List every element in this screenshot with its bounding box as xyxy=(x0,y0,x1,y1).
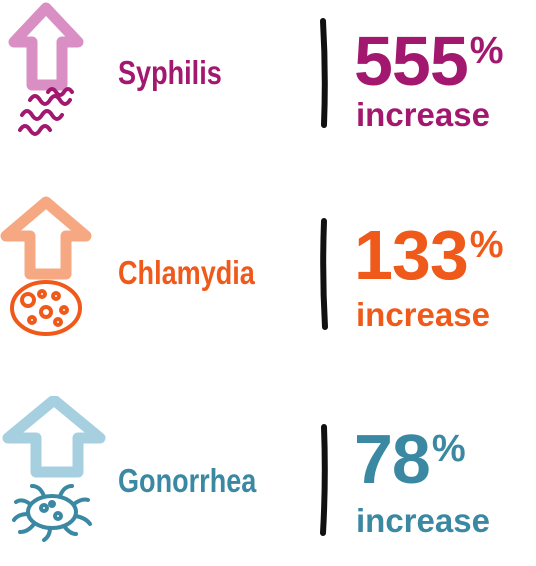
increase-label: increase xyxy=(356,96,490,133)
chlamydia-up-arrow-icon xyxy=(0,196,92,280)
divider-bar xyxy=(318,424,330,536)
divider-bar xyxy=(318,18,330,128)
disease-name: Chlamydia xyxy=(118,254,255,291)
stat-row-gonorrhea: Gonorrhea 78% increase xyxy=(0,396,536,546)
percent-value: 555% xyxy=(354,22,504,100)
disease-name: Gonorrhea xyxy=(118,462,257,499)
syphilis-up-arrow-icon xyxy=(8,2,84,91)
increase-label: increase xyxy=(356,502,490,539)
spirochete-bacteria-icon xyxy=(18,87,74,136)
gonorrhea-bacterium-icon xyxy=(12,484,92,542)
increase-label: increase xyxy=(356,296,490,333)
stat-row-syphilis: Syphilis 555% increase xyxy=(0,0,536,150)
percent-value: 133% xyxy=(354,216,504,294)
gonorrhea-up-arrow-icon xyxy=(2,396,106,478)
chlamydia-cell-icon xyxy=(10,280,82,336)
percent-value: 78% xyxy=(354,420,466,498)
divider-bar xyxy=(318,218,330,330)
disease-name: Syphilis xyxy=(118,54,222,91)
stat-row-chlamydia: Chlamydia 133% increase xyxy=(0,196,536,346)
